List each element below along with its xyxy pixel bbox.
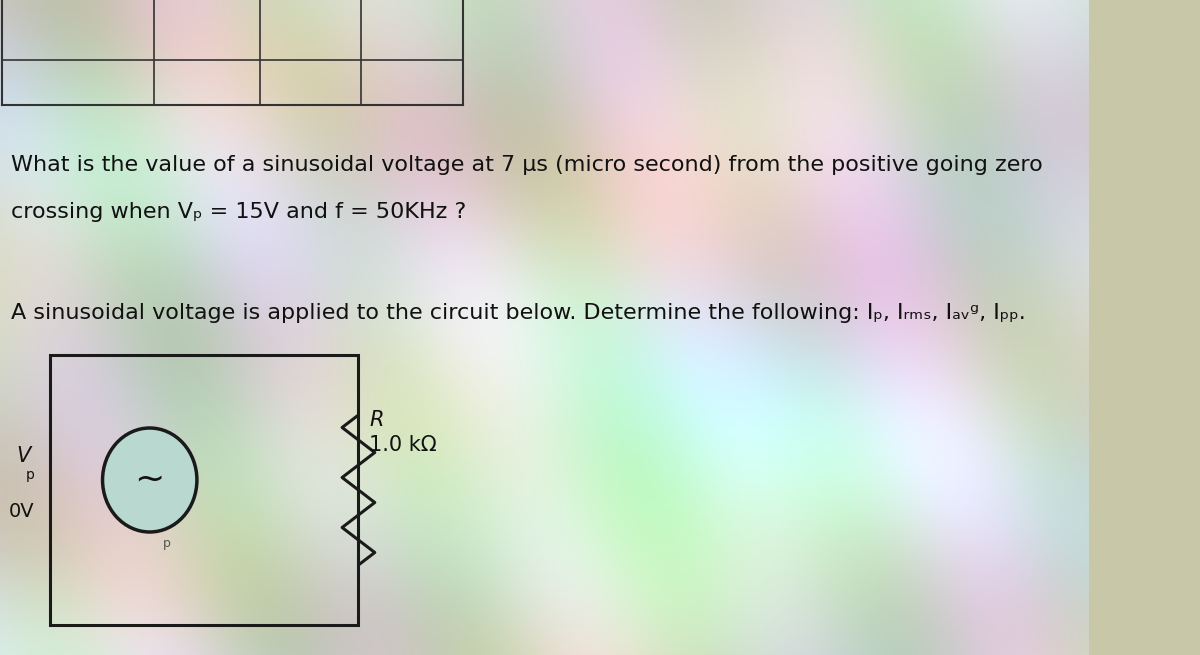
Text: p: p [163, 537, 172, 550]
Text: 0V: 0V [10, 502, 35, 521]
Circle shape [102, 428, 197, 532]
Text: crossing when Vₚ = 15V and f = 50KHz ?: crossing when Vₚ = 15V and f = 50KHz ? [11, 202, 466, 222]
Text: 1.0 kΩ: 1.0 kΩ [370, 435, 437, 455]
Text: V: V [17, 446, 30, 466]
Text: R: R [370, 410, 384, 430]
Text: What is the value of a sinusoidal voltage at 7 μs (micro second) from the positi: What is the value of a sinusoidal voltag… [11, 155, 1043, 175]
Text: A sinusoidal voltage is applied to the circuit below. Determine the following: I: A sinusoidal voltage is applied to the c… [11, 303, 1026, 323]
Text: p: p [25, 468, 35, 482]
Bar [50, 355, 359, 625]
Text: ~: ~ [134, 463, 164, 497]
